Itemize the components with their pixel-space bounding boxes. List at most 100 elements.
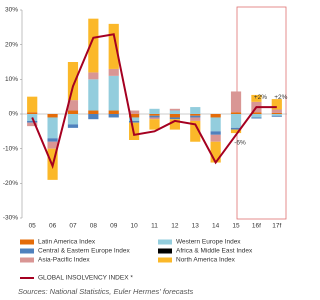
bar-segment <box>108 23 119 69</box>
bar-segment <box>47 141 58 149</box>
bar-segment <box>169 117 180 120</box>
bar-segment <box>108 110 119 114</box>
bar-segment <box>149 119 160 130</box>
bar-segment <box>129 117 140 121</box>
bar-segment <box>47 138 58 142</box>
bar-segment <box>88 79 99 111</box>
bar-segment <box>271 109 282 113</box>
bar-segment <box>230 112 242 114</box>
bar-segment <box>169 114 180 118</box>
data-label: +2% <box>274 94 287 101</box>
y-tick-label: -30% <box>3 215 18 222</box>
bar-segment <box>251 112 262 114</box>
data-label: +2% <box>254 94 267 101</box>
legend-swatch <box>20 248 34 254</box>
bar-segment <box>190 107 201 114</box>
chart: Sources: National Statistics, Euler Herm… <box>3 6 288 296</box>
bar-segment <box>149 117 160 120</box>
y-tick-label: 0% <box>9 111 19 118</box>
x-tick-label: 06 <box>49 223 57 230</box>
bar-segment <box>210 131 221 135</box>
x-tick-label: 13 <box>192 223 200 230</box>
y-tick-label: 20% <box>5 41 18 48</box>
bar-segment <box>169 110 180 114</box>
bar-segment <box>67 110 79 114</box>
x-tick-label: 10 <box>130 223 138 230</box>
legend-swatch <box>158 239 172 245</box>
bar-segment <box>108 68 119 76</box>
bar-segment <box>27 122 38 127</box>
x-tick-label: 11 <box>151 223 158 230</box>
bar-segment <box>271 112 282 114</box>
bar-segment <box>210 134 221 142</box>
bar-segment <box>47 117 58 139</box>
x-tick-label: 14 <box>212 223 220 230</box>
bar-segment <box>271 114 282 116</box>
y-tick-label: 30% <box>5 7 18 14</box>
bar-segment <box>67 114 79 125</box>
x-tick-label: 16f <box>252 223 261 230</box>
legend-swatch <box>158 257 172 263</box>
bar-segment <box>129 110 140 114</box>
bar-segment <box>67 100 79 111</box>
bar-segment <box>47 114 58 118</box>
x-tick-label: 17f <box>272 223 281 230</box>
bar-segment <box>210 114 221 118</box>
bar-segment <box>251 114 262 118</box>
bar-segment <box>190 114 201 116</box>
x-tick-label: 05 <box>29 223 37 230</box>
line <box>31 33 277 170</box>
bar-segment <box>88 18 99 73</box>
bar-segment <box>210 141 221 163</box>
bar-segment <box>27 120 38 123</box>
x-tick-label: 07 <box>69 223 77 230</box>
bar-segment <box>230 127 242 130</box>
y-tick-label: -20% <box>3 180 18 187</box>
bar-segment <box>190 120 201 142</box>
bar-segment <box>210 117 221 132</box>
legend-swatch <box>20 257 34 263</box>
legend-label: Central & Eastern Europe Index <box>38 248 131 255</box>
bar-segment <box>169 119 180 130</box>
bar-segment <box>149 115 160 118</box>
legend-swatch <box>158 248 172 254</box>
y-tick-label: 10% <box>5 76 18 83</box>
bar-segment <box>88 114 99 120</box>
source: Sources: National Statistics, Euler Herm… <box>18 287 193 296</box>
bar-segment <box>108 75 119 111</box>
x-tick-label: 08 <box>90 223 98 230</box>
bar-segment <box>230 129 242 134</box>
bar-segment <box>149 108 160 114</box>
bar-segment <box>27 112 38 114</box>
bar-segment <box>190 115 201 118</box>
bar-segment <box>271 99 282 110</box>
data-label: -6% <box>234 140 246 147</box>
bar-segment <box>129 114 140 118</box>
bar-segment <box>230 114 242 128</box>
legend-swatch <box>20 239 34 245</box>
legend-label: Western Europe Index <box>176 239 241 246</box>
x-tick-label: 12 <box>171 223 179 230</box>
x-tick-label: 15 <box>232 223 240 230</box>
bar-segment <box>251 117 262 119</box>
bar-segment <box>27 96 38 113</box>
legend-label: Latin America Index <box>38 239 96 246</box>
bar-segment <box>67 124 79 128</box>
bar-segment <box>88 72 99 80</box>
bar-segment <box>190 117 201 121</box>
x-tick-label: 09 <box>110 223 118 230</box>
legend-label: Asia-Pacific Index <box>38 257 90 264</box>
legend-label: GLOBAL INSOLVENCY INDEX * <box>38 275 133 282</box>
bar-segment <box>271 115 282 117</box>
bar-segment <box>230 91 242 113</box>
legend-label: Africa & Middle East Index <box>176 248 253 255</box>
bar-segment <box>67 62 79 101</box>
bar-segment <box>149 114 160 116</box>
legend-label: North America Index <box>176 257 236 264</box>
bar-segment <box>251 94 262 102</box>
bar-segment <box>88 110 99 114</box>
y-tick-label: -10% <box>3 145 18 152</box>
bar-segment <box>129 120 140 123</box>
bar-segment <box>169 108 180 111</box>
bar-segment <box>108 114 119 118</box>
